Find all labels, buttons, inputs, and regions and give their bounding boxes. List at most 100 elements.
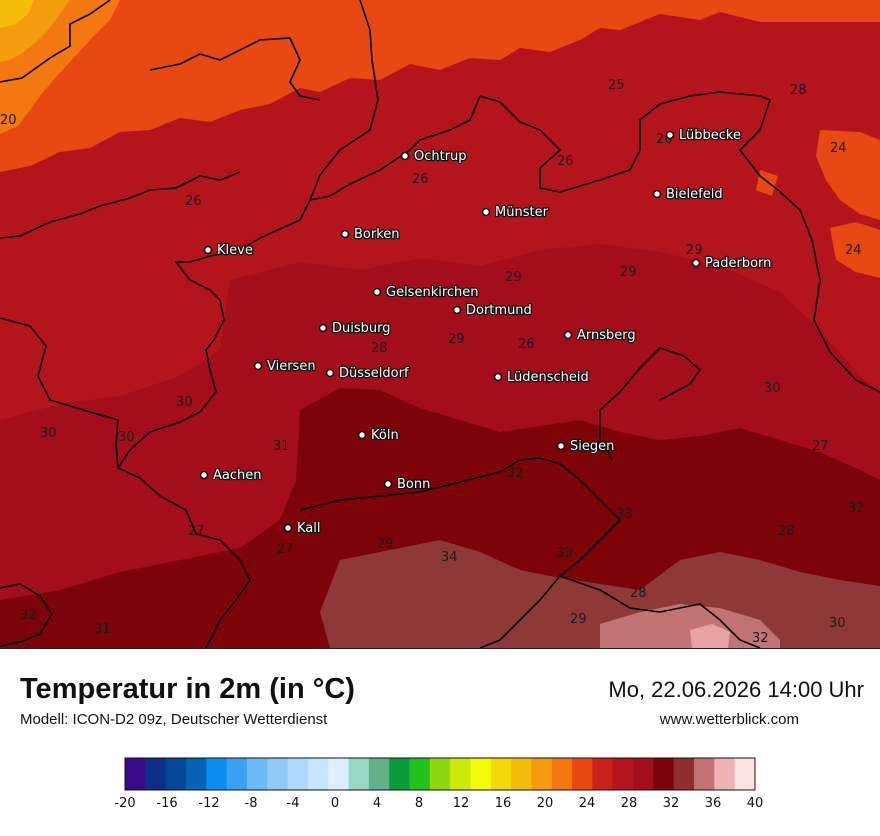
legend-footer: Temperatur in 2m (in °C) Modell: ICON-D2…	[0, 648, 880, 831]
value-label: 30	[829, 616, 846, 631]
border-hesse	[599, 347, 702, 461]
city-dot	[283, 523, 293, 533]
color-scale-svg: -20 -16 -12 -8 -4 0 4 8 12 16 20 24 28 32 36 40	[114, 757, 763, 811]
scale-swatch	[429, 758, 451, 790]
city-dot	[383, 479, 393, 489]
scale-swatch	[145, 758, 167, 790]
city-arnsberg[interactable]: Arnsberg	[563, 327, 637, 344]
city-dot	[652, 189, 662, 199]
city-dot	[556, 441, 566, 451]
city-koeln[interactable]: Köln	[357, 427, 400, 444]
value-label: 30	[40, 426, 57, 441]
city-label: Siegen	[570, 439, 614, 454]
city-viersen[interactable]: Viersen	[253, 358, 317, 375]
temp-band-16-corner	[0, 0, 34, 28]
city-paderborn[interactable]: Paderborn	[691, 255, 773, 272]
city-dot	[563, 330, 573, 340]
scale-tick-label: -12	[198, 796, 219, 811]
scale-tick-label: -8	[245, 796, 258, 811]
scale-swatch	[206, 758, 228, 790]
value-label: 29	[686, 243, 703, 258]
value-label: 29	[570, 612, 587, 627]
city-bielefeld[interactable]: Bielefeld	[652, 186, 724, 203]
city-borken[interactable]: Borken	[340, 226, 401, 243]
border-frisian	[149, 37, 321, 101]
city-kleve[interactable]: Kleve	[203, 242, 254, 259]
value-label: 32	[848, 501, 865, 516]
scale-tick-label: 0	[331, 796, 339, 811]
city-dot	[340, 229, 350, 239]
value-label: 27	[188, 524, 205, 539]
scale-swatch	[714, 758, 736, 790]
borders	[0, 0, 880, 648]
city-luedenscheid[interactable]: Lüdenscheid	[493, 369, 590, 386]
city-duesseldorf[interactable]: Düsseldorf	[325, 365, 410, 382]
scale-swatch	[307, 758, 329, 790]
city-aachen[interactable]: Aachen	[199, 467, 263, 484]
scale-swatch	[612, 758, 634, 790]
border-south-east	[559, 575, 761, 648]
city-dortmund[interactable]: Dortmund	[452, 302, 533, 319]
city-gelsenkirchen[interactable]: Gelsenkirchen	[372, 284, 480, 301]
scale-tick-label: 24	[579, 796, 596, 811]
city-dot	[253, 361, 263, 371]
scale-tick-label: 32	[663, 796, 680, 811]
value-label: 33	[556, 546, 573, 561]
scale-swatch	[165, 758, 187, 790]
scale-swatch	[490, 758, 512, 790]
city-label: Lübbecke	[679, 128, 741, 143]
city-duisburg[interactable]: Duisburg	[318, 320, 392, 337]
city-dot	[481, 207, 491, 217]
scale-tick-label: 4	[373, 796, 381, 811]
scale-tick-label: 28	[621, 796, 638, 811]
city-bonn[interactable]: Bonn	[383, 476, 432, 493]
city-label: Kleve	[217, 243, 253, 258]
value-label: 28	[371, 341, 388, 356]
scale-frame	[124, 757, 756, 791]
value-label: 29	[505, 270, 522, 285]
scale-swatch	[328, 758, 349, 790]
scale-swatch	[348, 758, 370, 790]
border-nrw-south	[299, 457, 622, 648]
value-label: 28	[778, 524, 795, 539]
city-label: Dortmund	[466, 303, 532, 318]
border-nl-de	[116, 0, 379, 648]
value-label: 20	[0, 113, 17, 128]
value-label: 26	[557, 154, 574, 169]
scale-tick-label: 8	[415, 796, 423, 811]
city-label: Paderborn	[705, 256, 771, 271]
city-label: Duisburg	[332, 321, 391, 336]
city-markers: Ochtrup Lübbecke Bielefeld Münster Borke…	[199, 127, 773, 537]
scale-swatch	[470, 758, 492, 790]
scale-tick-label: -16	[156, 796, 177, 811]
model-info: Modell: ICON-D2 09z, Deutscher Wetterdie…	[20, 711, 328, 728]
value-label: 31	[273, 439, 290, 454]
value-label: 24	[830, 141, 847, 156]
city-muenster[interactable]: Münster	[481, 204, 550, 221]
city-kall[interactable]: Kall	[283, 520, 322, 537]
value-label: 30	[118, 430, 135, 445]
city-siegen[interactable]: Siegen	[556, 438, 616, 455]
city-label: Bonn	[397, 477, 430, 492]
temp-patch-south-1	[420, 504, 470, 534]
value-label: 30	[764, 381, 781, 396]
city-label: Münster	[495, 205, 549, 220]
value-label: 33	[616, 507, 633, 522]
city-dot	[318, 323, 328, 333]
scale-swatch	[368, 758, 390, 790]
value-label: 34	[441, 550, 458, 565]
temp-band-24	[0, 0, 880, 172]
value-label: 28	[790, 83, 807, 98]
city-label: Arnsberg	[577, 328, 636, 343]
scale-swatch	[633, 758, 654, 790]
city-dot	[400, 151, 410, 161]
city-ochtrup[interactable]: Ochtrup	[400, 148, 468, 165]
city-label: Viersen	[267, 359, 316, 374]
city-luebbecke[interactable]: Lübbecke	[665, 127, 742, 144]
city-label: Bielefeld	[666, 187, 723, 202]
color-scale: -20 -16 -12 -8 -4 0 4 8 12 16 20 24 28 32 36 40	[0, 757, 880, 831]
border-nrw-north	[309, 95, 481, 201]
scale-swatch	[531, 758, 553, 790]
scale-swatch	[673, 758, 695, 790]
website-link[interactable]: www.wetterblick.com	[659, 711, 799, 728]
